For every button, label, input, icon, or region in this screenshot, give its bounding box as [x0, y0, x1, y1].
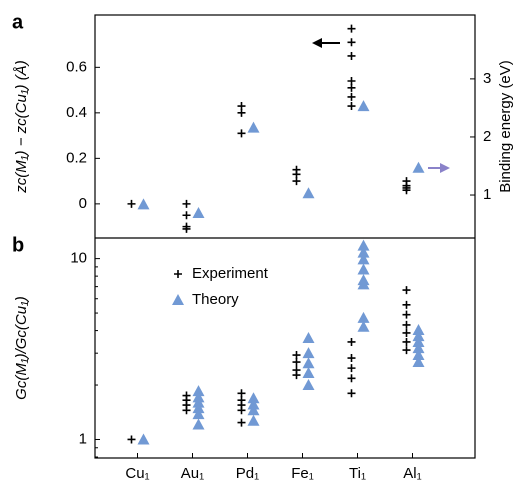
- y-tick-label: 0.4: [66, 104, 87, 121]
- y-tick-label: 0.2: [66, 149, 87, 166]
- theory-point: [302, 367, 315, 379]
- x-tick-label: Al₁: [403, 465, 421, 482]
- theory-point: [302, 347, 315, 359]
- theory-point: [192, 385, 205, 397]
- experiment-point: [402, 346, 411, 355]
- theory-point: [357, 246, 370, 258]
- theory-point: [357, 100, 370, 112]
- theory-point: [412, 335, 425, 347]
- experiment-point: [237, 389, 246, 398]
- experiment-point: [402, 328, 411, 337]
- legend-label: Theory: [192, 291, 239, 308]
- plot-frame: [94, 14, 476, 459]
- theory-point: [412, 356, 425, 368]
- arrow-right-head: [440, 163, 450, 173]
- experiment-point: [347, 51, 356, 60]
- experiment-point: [237, 102, 246, 111]
- x-tick-label: Au₁: [181, 465, 204, 482]
- experiment-point: [237, 418, 246, 427]
- legend-label: Experiment: [192, 265, 269, 282]
- experiment-point: [347, 354, 356, 363]
- x-tick-label: Cu₁: [125, 465, 149, 482]
- y2-tick-label: 2: [483, 128, 491, 145]
- experiment-point: [347, 102, 356, 111]
- theory-point: [412, 342, 425, 354]
- experiment-point: [237, 129, 246, 138]
- experiment-point: [402, 183, 411, 192]
- experiment-point: [347, 24, 356, 33]
- experiment-point: [347, 337, 356, 346]
- theory-point: [302, 187, 315, 199]
- x-tick-label: Pd₁: [236, 465, 259, 482]
- experiment-point: [292, 371, 301, 380]
- y2-axis-label: Binding energy (eV): [497, 60, 514, 193]
- experiment-point: [347, 38, 356, 47]
- theory-point: [192, 402, 205, 414]
- theory-point: [412, 330, 425, 342]
- theory-point: [357, 278, 370, 290]
- y-axis-label: zc(M₁) − zc(Cu₁) (Å): [13, 60, 30, 193]
- panel-label: b: [12, 234, 24, 256]
- panel-label: a: [12, 11, 24, 33]
- experiment-point: [402, 337, 411, 346]
- theory-point: [192, 207, 205, 219]
- experiment-point: [402, 286, 411, 295]
- experiment-point: [292, 170, 301, 179]
- theory-point: [357, 253, 370, 265]
- x-tick-label: Fe₁: [291, 465, 314, 482]
- y2-tick-label: 3: [483, 70, 491, 87]
- y2-tick-label: 1: [483, 186, 491, 203]
- experiment-point: [347, 389, 356, 398]
- theory-point: [247, 398, 260, 410]
- experiment-point: [292, 177, 301, 186]
- experiment-point: [127, 435, 136, 444]
- experiment-point: [347, 83, 356, 92]
- theory-point: [247, 414, 260, 426]
- experiment-point: [237, 406, 246, 415]
- experiment-point: [347, 76, 356, 85]
- experiment-point: [182, 199, 191, 208]
- theory-point: [357, 311, 370, 323]
- experiment-point: [347, 374, 356, 383]
- experiment-point: [127, 199, 136, 208]
- experiment-point: [182, 224, 191, 233]
- theory-point: [357, 263, 370, 275]
- experiment-point: [182, 406, 191, 415]
- experiment-point: [402, 320, 411, 329]
- experiment-point: [174, 270, 182, 278]
- experiment-point: [402, 300, 411, 309]
- theory-point: [357, 239, 370, 251]
- theory-point: [302, 357, 315, 369]
- experiment-point: [292, 351, 301, 360]
- experiment-point: [182, 211, 191, 220]
- theory-point: [412, 349, 425, 361]
- experiment-point: [402, 310, 411, 319]
- theory-point: [192, 396, 205, 408]
- experiment-point: [292, 358, 301, 367]
- theory-point: [412, 323, 425, 335]
- y-tick-label: 10: [70, 250, 87, 267]
- theory-point: [247, 392, 260, 404]
- theory-point: [302, 331, 315, 343]
- y-axis-label: Gc(M₁)/Gc(Cu₁): [13, 296, 30, 400]
- theory-point: [137, 433, 150, 445]
- x-tick-label: Ti₁: [349, 465, 366, 482]
- experiment-point: [237, 108, 246, 117]
- theory-point: [192, 408, 205, 420]
- experiment-point: [347, 92, 356, 101]
- y-tick-label: 0.6: [66, 58, 87, 75]
- theory-point: [357, 320, 370, 332]
- theory-point: [412, 161, 425, 173]
- y-tick-label: 0: [79, 195, 87, 212]
- theory-point: [247, 404, 260, 416]
- y-tick-label: 1: [79, 430, 87, 447]
- experiment-point: [347, 364, 356, 373]
- theory-point: [247, 121, 260, 133]
- theory-point: [172, 294, 184, 305]
- theory-point: [302, 379, 315, 391]
- theory-point: [192, 418, 205, 430]
- arrow-left-head: [312, 38, 322, 48]
- theory-point: [137, 198, 150, 210]
